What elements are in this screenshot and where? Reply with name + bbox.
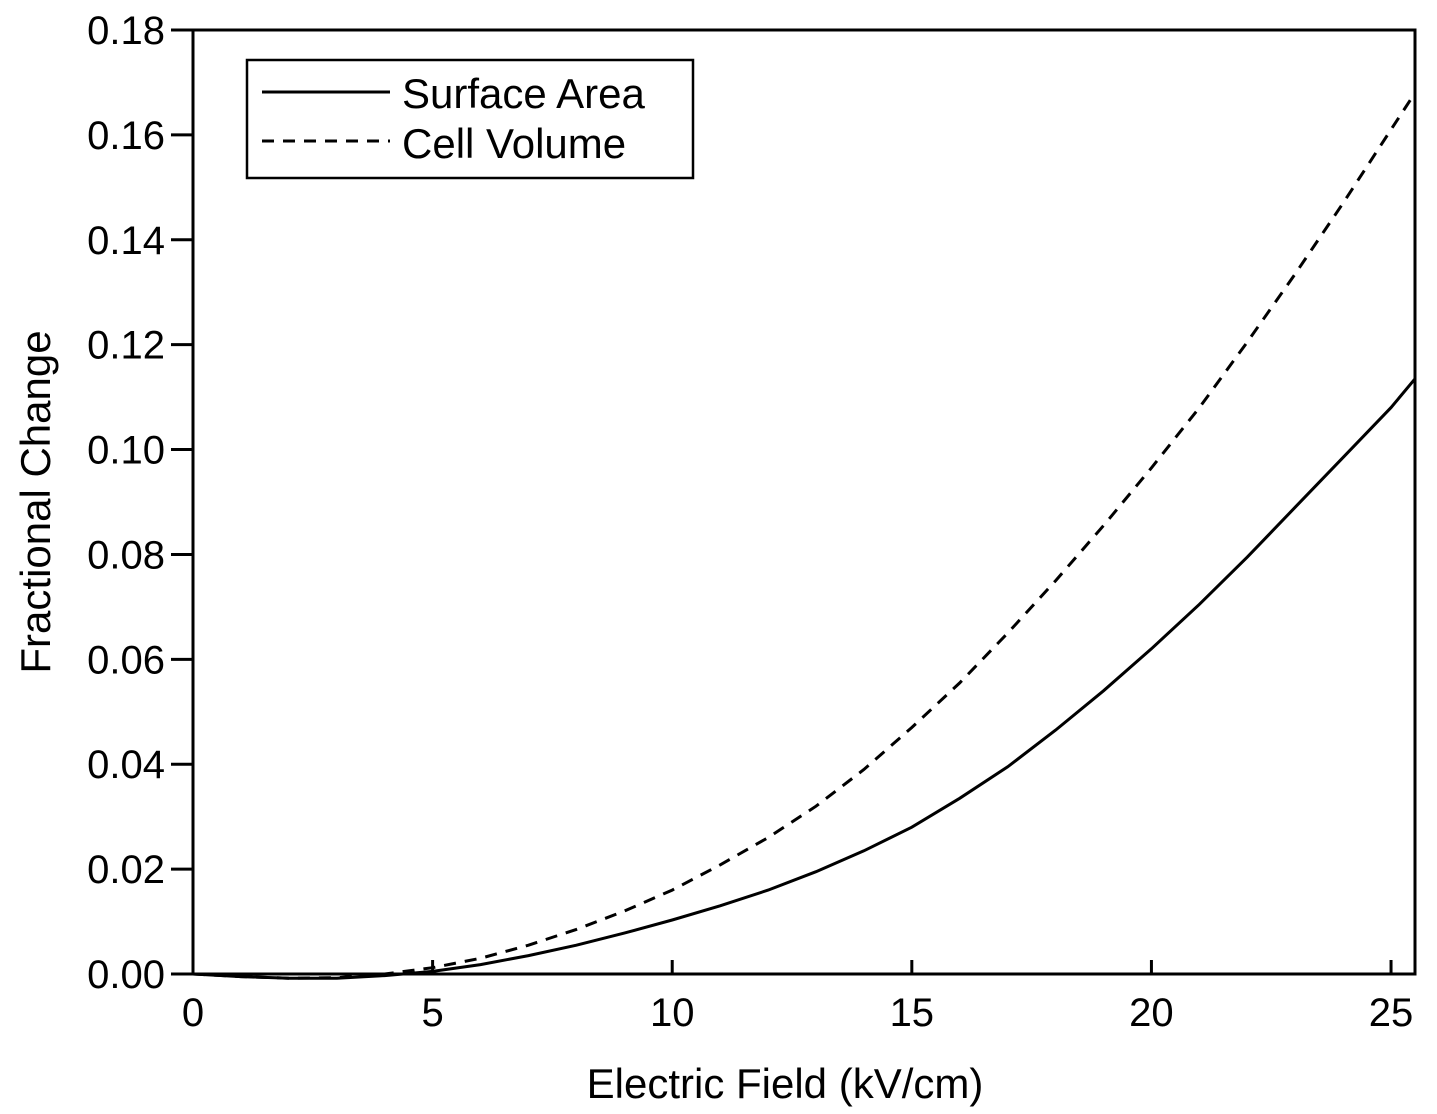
y-tick-label: 0.08 — [87, 533, 165, 577]
series-layer — [192, 92, 1417, 980]
y-tick-label: 0.00 — [87, 953, 165, 997]
plot-frame — [191, 28, 1417, 976]
y-tick-label: 0.16 — [87, 114, 165, 158]
x-tick-label: 20 — [1129, 991, 1174, 1035]
y-axis-ticks: 0.00 0.02 0.04 0.06 0.08 0.10 0.12 0.14 0.16 0.18 — [87, 9, 193, 997]
y-tick-label: 0.06 — [87, 638, 165, 682]
x-tick-label: 5 — [421, 991, 443, 1035]
x-tick-label: 25 — [1369, 991, 1414, 1035]
y-tick-label: 0.02 — [87, 848, 165, 892]
series-line-cell-volume — [192, 92, 1417, 980]
x-tick-label: 0 — [182, 991, 204, 1035]
y-tick-label: 0.04 — [87, 743, 165, 787]
x-axis-title: Electric Field (kV/cm) — [587, 1060, 984, 1107]
x-tick-label: 10 — [650, 991, 695, 1035]
y-axis-title: Fractional Change — [12, 330, 59, 673]
y-tick-label: 0.12 — [87, 324, 165, 368]
legend: Surface Area Cell Volume — [245, 58, 695, 180]
series-line-surface-area — [192, 377, 1417, 980]
y-tick-label: 0.18 — [87, 9, 165, 53]
x-axis-ticks: 0 5 10 15 20 25 — [182, 960, 1413, 1035]
y-tick-label: 0.10 — [87, 429, 165, 473]
legend-label-surface-area: Surface Area — [402, 70, 645, 117]
x-tick-label: 15 — [890, 991, 935, 1035]
legend-box — [245, 58, 695, 180]
y-tick-label: 0.14 — [87, 219, 165, 263]
legend-label-cell-volume: Cell Volume — [402, 120, 626, 167]
